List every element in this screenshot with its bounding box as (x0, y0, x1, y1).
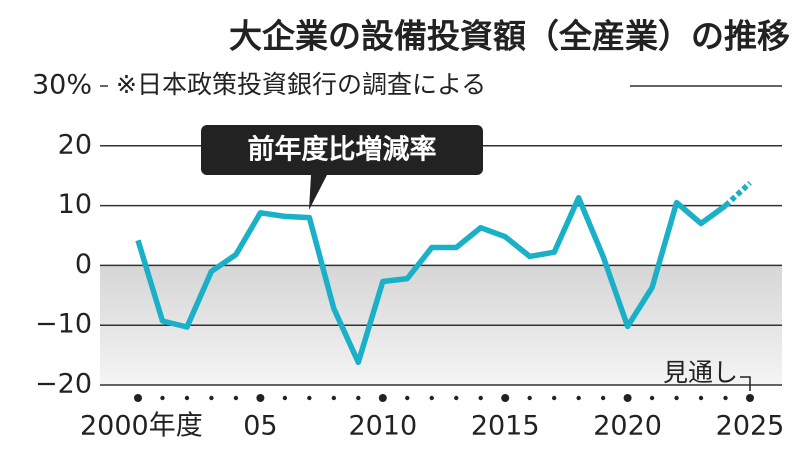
year-dot (723, 395, 728, 401)
year-dot (478, 395, 483, 401)
year-dot (454, 395, 459, 401)
year-dot (649, 395, 655, 401)
year-dot (527, 395, 532, 401)
year-dot (674, 395, 679, 401)
x-tick (256, 394, 265, 402)
annotation-box (201, 125, 483, 210)
x-tick (501, 394, 510, 402)
x-tick-label: 2010 (348, 411, 417, 442)
projection-label: 見通し (663, 358, 738, 387)
year-dot (184, 395, 190, 401)
x-tick-label: 05 (243, 411, 277, 442)
year-dot (160, 395, 165, 401)
subtitle-bg (108, 68, 630, 102)
x-tick-label: 2020 (593, 411, 662, 442)
subtitle: ※日本政策投資銀行の調査による (116, 70, 486, 99)
year-dot (405, 395, 410, 401)
y-tick-label: −10 (35, 309, 92, 340)
annotation: 前年度比増減率 (248, 134, 437, 166)
y-tick-label: 20 (58, 129, 92, 160)
year-dot (551, 395, 557, 401)
y-tick-label: −20 (35, 369, 92, 400)
x-tick-label: 2015 (471, 411, 540, 442)
year-dot (576, 395, 581, 401)
year-dot (698, 395, 704, 401)
x-tick (378, 394, 387, 402)
year-dot (233, 395, 239, 401)
chart-title: 大企業の設備投資額（全産業）の推移 (229, 17, 790, 56)
x-tick (134, 394, 142, 402)
y-tick-label: 30% (32, 70, 92, 101)
x-tick-label: 2000年度 (80, 411, 203, 442)
year-dot (600, 395, 606, 401)
year-dot (307, 395, 312, 401)
year-dot (356, 395, 361, 401)
y-tick-label: 10 (58, 189, 92, 220)
year-dot (331, 395, 337, 401)
data-line (135, 195, 728, 366)
y-tick-label: 0 (75, 249, 92, 280)
projection-line (723, 180, 752, 208)
projection-bracket (740, 376, 751, 391)
x-tick-label: 2025 (716, 411, 785, 442)
year-dot (209, 395, 214, 401)
year-dot (282, 395, 288, 401)
year-dot (429, 395, 434, 401)
x-tick (623, 394, 632, 402)
x-tick (746, 394, 754, 402)
